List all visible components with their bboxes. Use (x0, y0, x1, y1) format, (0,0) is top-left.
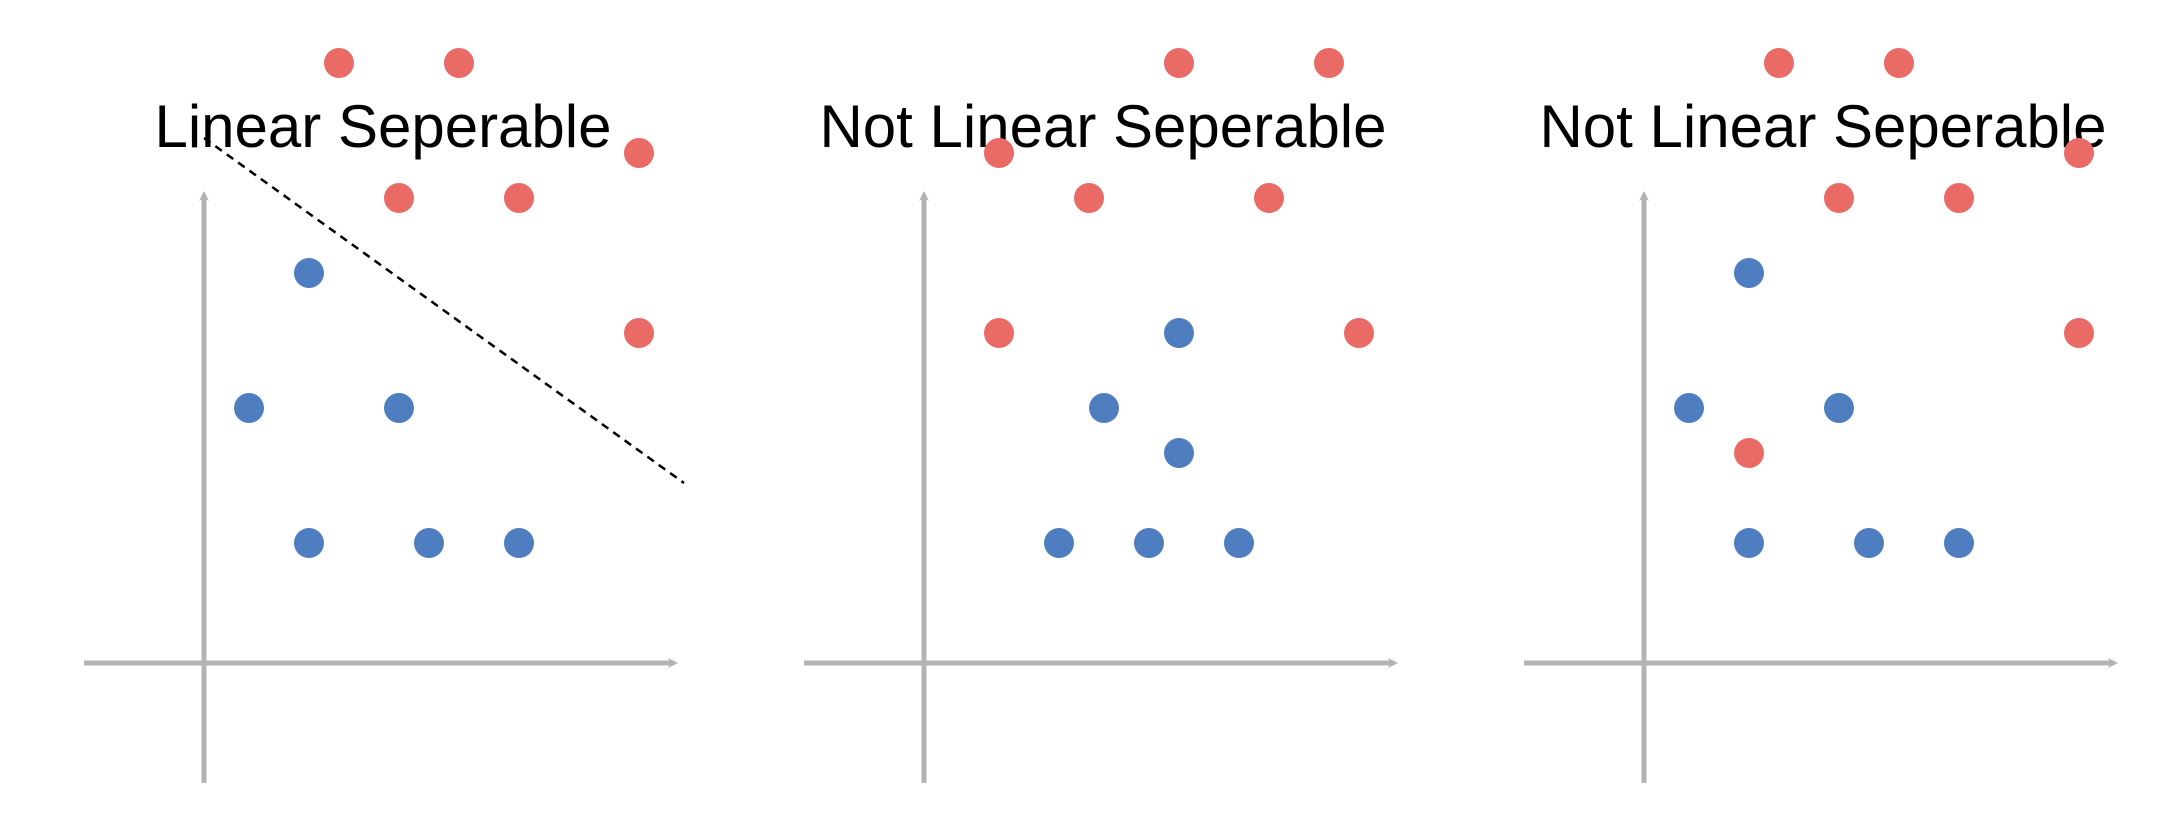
red-point (2064, 138, 2094, 168)
red-point (1824, 183, 1854, 213)
points-group (1674, 48, 2094, 558)
red-point (504, 183, 534, 213)
blue-point (1224, 528, 1254, 558)
axes (1524, 191, 2118, 783)
blue-point (1734, 258, 1764, 288)
blue-point (234, 393, 264, 423)
blue-point (1164, 318, 1194, 348)
blue-point (294, 258, 324, 288)
red-point (1254, 183, 1284, 213)
blue-point (1734, 528, 1764, 558)
decision-boundary (203, 136, 685, 485)
blue-point (384, 393, 414, 423)
red-point (1314, 48, 1344, 78)
panel-not-linear-separable-1: Not Linear Seperable (804, 48, 1398, 783)
blue-point (294, 528, 324, 558)
blue-point (1044, 528, 1074, 558)
red-point (1944, 183, 1974, 213)
red-point (444, 48, 474, 78)
blue-point (414, 528, 444, 558)
blue-point (504, 528, 534, 558)
points-group (203, 48, 685, 558)
red-point (1164, 48, 1194, 78)
red-point (624, 318, 654, 348)
panel-linear-separable: Linear Seperable (84, 48, 685, 783)
red-point (2064, 318, 2094, 348)
blue-point (1674, 393, 1704, 423)
axes (84, 191, 678, 783)
panel-title: Linear Seperable (154, 93, 611, 160)
points-group (984, 48, 1374, 558)
red-point (1344, 318, 1374, 348)
red-point (984, 138, 1014, 168)
blue-point (1164, 438, 1194, 468)
red-point (1734, 438, 1764, 468)
panel-title: Not Linear Seperable (1539, 93, 2106, 160)
red-point (1764, 48, 1794, 78)
red-point (1884, 48, 1914, 78)
panel-not-linear-separable-2: Not Linear Seperable (1524, 48, 2118, 783)
red-point (624, 138, 654, 168)
red-point (1074, 183, 1104, 213)
blue-point (1944, 528, 1974, 558)
blue-point (1134, 528, 1164, 558)
blue-point (1089, 393, 1119, 423)
blue-point (1824, 393, 1854, 423)
axes (804, 191, 1398, 783)
red-point (324, 48, 354, 78)
panel-title: Not Linear Seperable (819, 93, 1386, 160)
blue-point (1854, 528, 1884, 558)
red-point (984, 318, 1014, 348)
red-point (384, 183, 414, 213)
